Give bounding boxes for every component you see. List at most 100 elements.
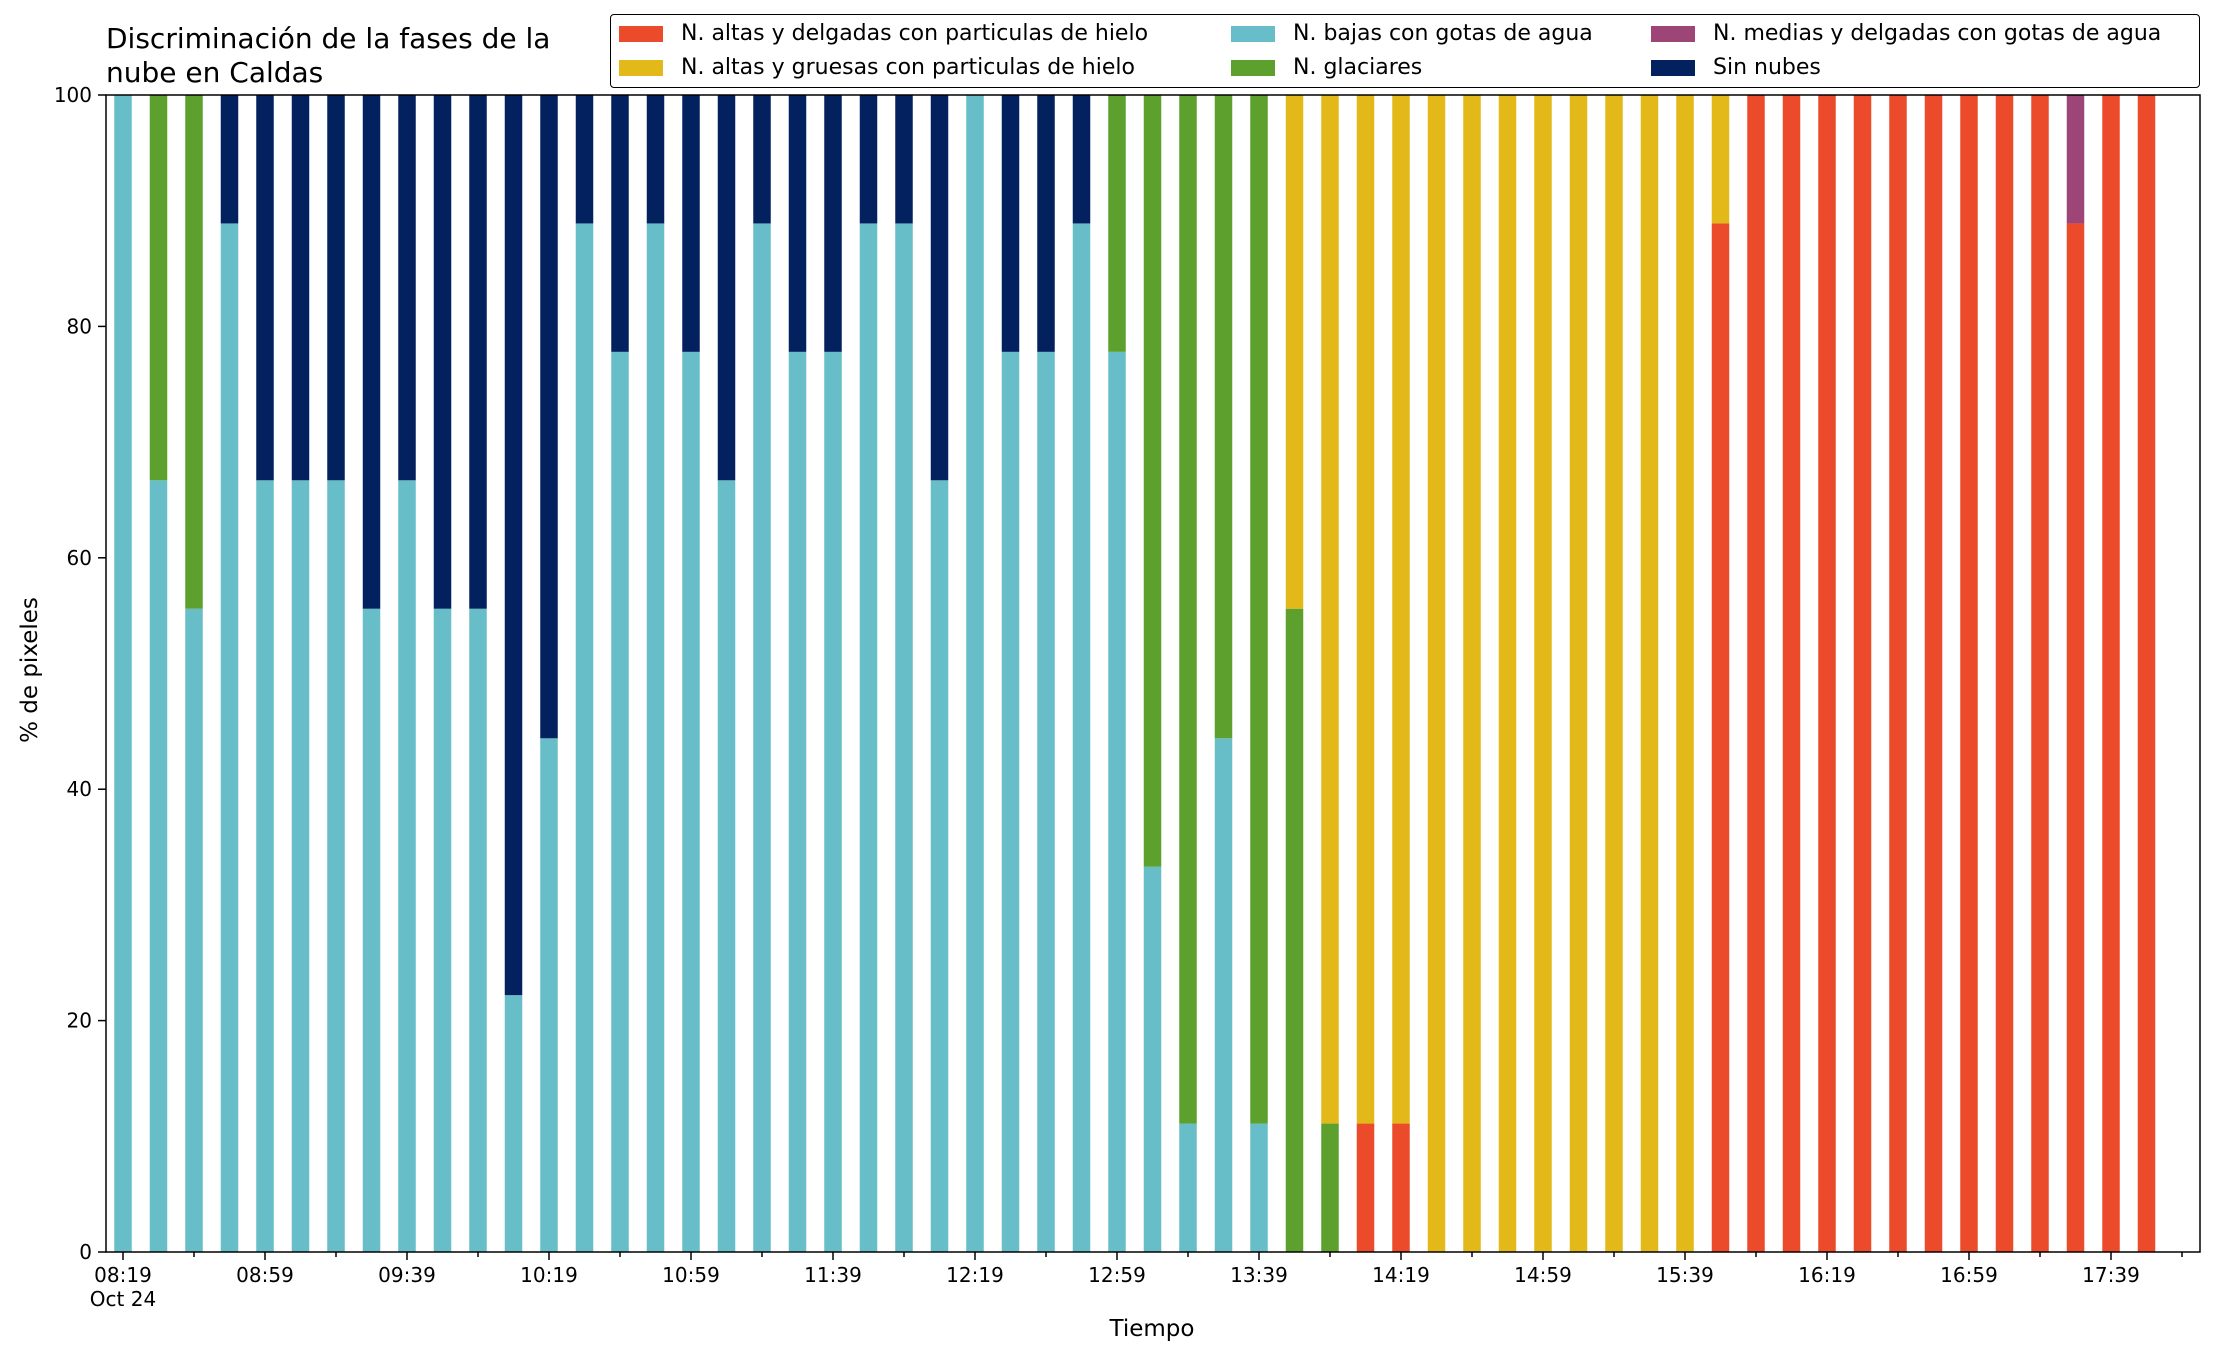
bar-segment	[256, 95, 274, 481]
x-axis-label: Tiempo	[1109, 1316, 1195, 1342]
bar-segment	[682, 95, 700, 352]
bar-segment	[398, 480, 416, 1252]
bar-segment	[1853, 95, 1872, 1252]
bar-segment	[1711, 223, 1730, 1253]
legend-item-bajas: N. bajas con gotas de agua	[1231, 21, 1593, 46]
x-tick-label: 10:19	[520, 1263, 578, 1287]
bar-segment	[1001, 95, 1020, 352]
legend-swatch-glaciares	[1231, 59, 1275, 76]
bar-segment	[540, 738, 558, 1252]
bar-segment	[717, 95, 736, 481]
bar-segment	[2066, 223, 2085, 1253]
x-tick-label: 11:39	[804, 1263, 862, 1287]
bar-segment	[1321, 95, 1339, 1124]
bar-segment	[1427, 95, 1446, 1252]
bar-segment	[1356, 95, 1375, 1124]
bar-segment	[2031, 95, 2049, 1252]
bar-segment	[220, 223, 239, 1253]
legend-item-altas-gruesas: N. altas y gruesas con particulas de hie…	[619, 55, 1135, 80]
x-tick-label: 15:39	[1656, 1263, 1714, 1287]
bar-segment	[1356, 1123, 1375, 1252]
y-axis-label: % de pixeles	[17, 597, 43, 743]
bar-segment	[895, 223, 913, 1253]
bar-segment	[1214, 738, 1233, 1252]
bar-segment	[1640, 95, 1659, 1252]
bar-segment	[327, 95, 345, 481]
x-tick-label: 16:59	[1940, 1263, 1998, 1287]
x-tick-label: 14:59	[1514, 1263, 1572, 1287]
bar-segment	[327, 480, 345, 1252]
bar-segment	[540, 95, 558, 739]
chart-title: Discriminación de la fases de la nube en…	[106, 22, 550, 90]
bar-segment	[433, 608, 452, 1252]
bar-segment	[220, 95, 239, 224]
chart-title-line-2: nube en Caldas	[106, 56, 324, 89]
bar-segment	[611, 95, 629, 352]
bar-segment	[256, 480, 274, 1252]
bar-segment	[788, 351, 807, 1253]
x-tick-label: 14:19	[1372, 1263, 1430, 1287]
bar-segment	[717, 480, 736, 1252]
bar-segment	[433, 95, 452, 609]
bar-segment	[1392, 1123, 1410, 1252]
legend-swatch-altas-delgadas	[619, 25, 663, 42]
bar-segment	[575, 223, 594, 1253]
bar-segment	[1179, 1123, 1197, 1252]
bar-segment	[1995, 95, 2014, 1252]
bar-segment	[930, 95, 949, 481]
bar-segment	[1534, 95, 1552, 1252]
bar-segment	[1392, 95, 1410, 1124]
bar-segment	[469, 608, 487, 1252]
legend-item-altas-delgadas: N. altas y delgadas con particulas de hi…	[619, 21, 1148, 46]
bar-segment	[185, 608, 203, 1252]
bar-segment	[1001, 351, 1020, 1253]
bar-segment	[1143, 866, 1162, 1252]
legend-swatch-medias-delgadas	[1651, 25, 1695, 42]
bar-segment	[185, 95, 203, 609]
y-tick-label: 100	[54, 83, 92, 107]
x-tick-label: 12:19	[946, 1263, 1004, 1287]
bar-segment	[1924, 95, 1943, 1252]
bar-segment	[1285, 95, 1304, 609]
bar-segment	[1498, 95, 1517, 1252]
bar-segment	[682, 351, 700, 1253]
bar-segment	[966, 95, 984, 1252]
bar-segment	[114, 95, 132, 1252]
bar-segment	[1782, 95, 1801, 1252]
bar-segment	[2066, 95, 2085, 224]
bar-segment	[1179, 95, 1197, 1124]
bar-segment	[2102, 95, 2120, 1252]
bar-segment	[1250, 1123, 1268, 1252]
bar-segment	[1321, 1123, 1339, 1252]
bar-segment	[611, 351, 629, 1253]
legend-label-altas-gruesas: N. altas y gruesas con particulas de hie…	[681, 55, 1135, 80]
bar-segment	[859, 223, 878, 1253]
y-tick-label: 80	[67, 314, 92, 338]
bar-segment	[149, 95, 168, 481]
bar-segment	[398, 95, 416, 481]
x-tick-label: 10:59	[662, 1263, 720, 1287]
bar-segment	[824, 351, 842, 1253]
x-tick-label: 09:39	[378, 1263, 436, 1287]
bar-segment	[646, 223, 665, 1253]
bar-segment	[1818, 95, 1836, 1252]
bar-segment	[1463, 95, 1481, 1252]
bar-segment	[1072, 95, 1091, 224]
bar-segment	[1960, 95, 1978, 1252]
x-tick-label: Oct 24	[90, 1287, 156, 1311]
y-tick-label: 60	[67, 546, 92, 570]
bar-segment	[362, 608, 381, 1252]
legend: N. altas y delgadas con particulas de hi…	[610, 14, 2200, 88]
y-tick-label: 0	[79, 1240, 92, 1264]
y-tick-label: 20	[67, 1009, 92, 1033]
plot-frame	[105, 94, 2201, 1253]
legend-label-sin-nubes: Sin nubes	[1713, 55, 1821, 80]
bar-segment	[1285, 608, 1304, 1252]
chart-title-line-1: Discriminación de la fases de la	[106, 22, 551, 55]
bars-layer	[114, 95, 2156, 1253]
bar-segment	[2137, 95, 2156, 1252]
bar-segment	[362, 95, 381, 609]
bar-segment	[1605, 95, 1623, 1252]
legend-item-sin-nubes: Sin nubes	[1651, 55, 1821, 80]
